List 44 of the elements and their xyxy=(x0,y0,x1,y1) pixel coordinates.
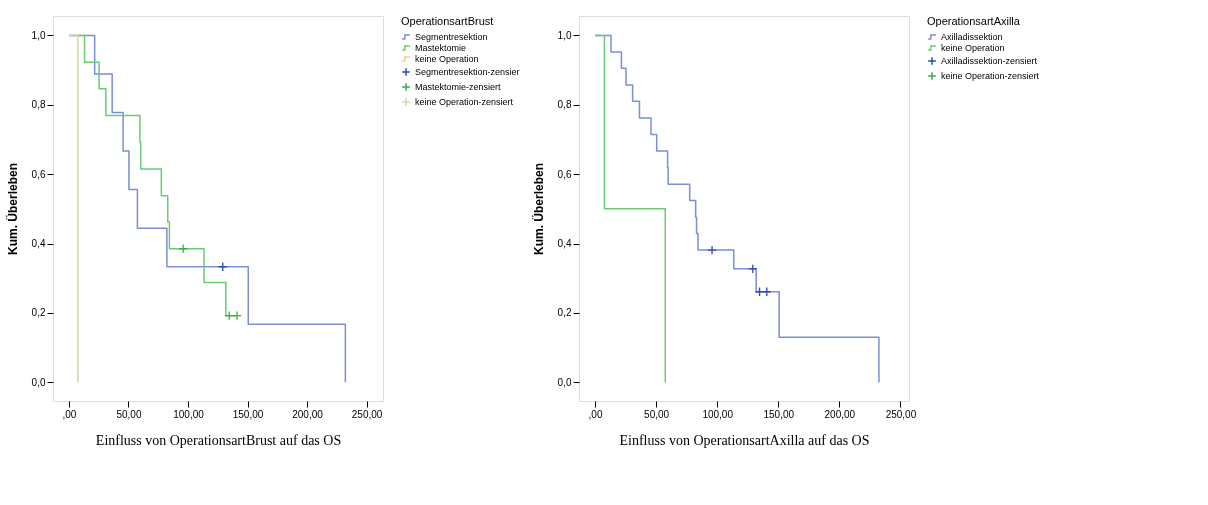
y-tick-label: 1,0 xyxy=(31,29,46,41)
y-tick-label: 0,8 xyxy=(557,99,572,111)
legend-label: Axilladissektion xyxy=(941,32,1003,42)
y-axis-title: Kum. Überleben xyxy=(530,162,546,256)
y-tick-label: 0,6 xyxy=(31,168,46,180)
legend-label: Mastektomie-zensiert xyxy=(415,82,502,92)
legend-label: Axilladissektion-zensiert xyxy=(941,56,1038,66)
y-tick-label: 0,2 xyxy=(31,307,46,319)
x-tick-label: 250,00 xyxy=(351,408,383,420)
y-tick-label: 1,0 xyxy=(557,29,572,41)
x-tick-label: ,00 xyxy=(62,408,77,420)
x-tick-label: 50,00 xyxy=(116,408,142,420)
y-tick-label: 0,0 xyxy=(31,376,46,388)
y-axis-title: Kum. Überleben xyxy=(4,162,20,256)
point xyxy=(707,245,717,255)
x-tick-label: ,00 xyxy=(588,408,603,420)
legend-label: Segmentresektion-zensier xyxy=(415,67,520,77)
x-tick-label: 150,00 xyxy=(763,408,795,420)
legend-label: Mastektomie xyxy=(415,43,467,53)
x-tick-label: 200,00 xyxy=(292,408,324,420)
y-tick-label: 0,4 xyxy=(557,238,572,250)
legend-label: keine Operation xyxy=(415,54,479,64)
x-tick-label: 50,00 xyxy=(644,408,670,420)
x-tick-label: 150,00 xyxy=(232,408,264,420)
y-tick-label: 0,2 xyxy=(557,307,572,319)
x-tick-label: 200,00 xyxy=(824,408,856,420)
x-axis-title: Einfluss von OperationsartAxilla auf das OS xyxy=(619,432,870,448)
x-tick-label: 100,00 xyxy=(173,408,205,420)
legend-title: OperationsartAxilla xyxy=(927,15,1021,27)
y-tick-label: 0,0 xyxy=(557,376,572,388)
x-tick-label: 250,00 xyxy=(885,408,917,420)
x-tick-label: 100,00 xyxy=(702,408,734,420)
point xyxy=(178,243,188,254)
legend-label: Segmentresektion xyxy=(415,32,488,42)
point xyxy=(747,264,758,274)
y-tick-label: 0,8 xyxy=(31,99,46,111)
y-tick-label: 0,6 xyxy=(557,168,572,180)
legend-label: keine Operation xyxy=(941,43,1005,53)
x-axis-title: Einfluss von OperationsartBrust auf das OS xyxy=(95,432,342,448)
point xyxy=(232,310,242,321)
legend-label: keine Operation-zensiert xyxy=(941,71,1040,81)
legend-title: OperationsartBrust xyxy=(401,15,494,27)
legend-label: keine Operation-zensiert xyxy=(415,97,514,107)
y-tick-label: 0,4 xyxy=(31,238,46,250)
